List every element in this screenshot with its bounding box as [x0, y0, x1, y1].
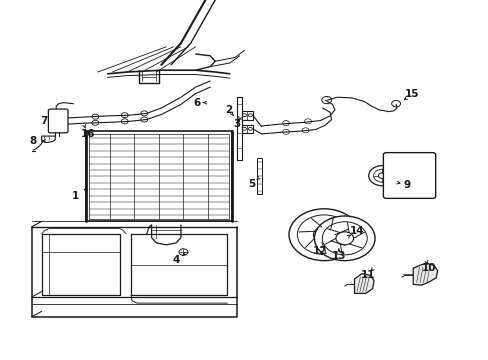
Circle shape: [422, 189, 427, 193]
Circle shape: [391, 100, 400, 107]
FancyBboxPatch shape: [383, 153, 435, 198]
Circle shape: [378, 173, 386, 179]
Text: 9: 9: [403, 180, 410, 190]
Circle shape: [302, 128, 308, 133]
Circle shape: [314, 216, 374, 261]
Circle shape: [242, 114, 246, 117]
Circle shape: [373, 169, 390, 182]
Circle shape: [92, 120, 99, 125]
Circle shape: [335, 232, 353, 245]
Circle shape: [282, 129, 289, 134]
Circle shape: [391, 189, 397, 193]
Text: 6: 6: [193, 98, 200, 108]
Polygon shape: [41, 136, 55, 143]
FancyBboxPatch shape: [48, 109, 68, 133]
Circle shape: [282, 121, 289, 126]
Text: 12: 12: [312, 246, 327, 256]
Text: 10: 10: [421, 263, 436, 273]
Text: 1: 1: [72, 191, 79, 201]
Circle shape: [121, 119, 128, 124]
Circle shape: [422, 158, 427, 162]
Circle shape: [242, 127, 246, 130]
Text: 13: 13: [331, 251, 346, 261]
Circle shape: [92, 114, 99, 119]
Circle shape: [121, 113, 128, 118]
Circle shape: [313, 227, 334, 243]
Text: 4: 4: [172, 255, 180, 265]
Text: 15: 15: [404, 89, 419, 99]
Polygon shape: [412, 264, 437, 285]
Circle shape: [248, 114, 252, 117]
Circle shape: [321, 96, 331, 104]
Text: 8: 8: [30, 136, 37, 146]
Circle shape: [141, 111, 147, 116]
Text: 16: 16: [81, 129, 95, 139]
Bar: [85, 131, 232, 221]
Bar: [89, 134, 228, 219]
Circle shape: [288, 209, 359, 261]
Polygon shape: [242, 111, 252, 120]
Polygon shape: [354, 274, 373, 293]
Circle shape: [179, 249, 187, 255]
Text: 7: 7: [40, 116, 48, 126]
Circle shape: [304, 119, 311, 124]
Text: 11: 11: [360, 270, 374, 280]
Text: 14: 14: [349, 226, 364, 236]
Polygon shape: [256, 158, 261, 194]
Text: 3: 3: [233, 119, 240, 129]
Circle shape: [141, 117, 147, 122]
Circle shape: [297, 215, 350, 255]
Circle shape: [391, 158, 397, 162]
Text: 5: 5: [248, 179, 255, 189]
Circle shape: [368, 166, 395, 186]
Polygon shape: [242, 125, 252, 133]
Text: 2: 2: [225, 105, 232, 115]
Circle shape: [322, 222, 366, 255]
Circle shape: [248, 127, 252, 130]
